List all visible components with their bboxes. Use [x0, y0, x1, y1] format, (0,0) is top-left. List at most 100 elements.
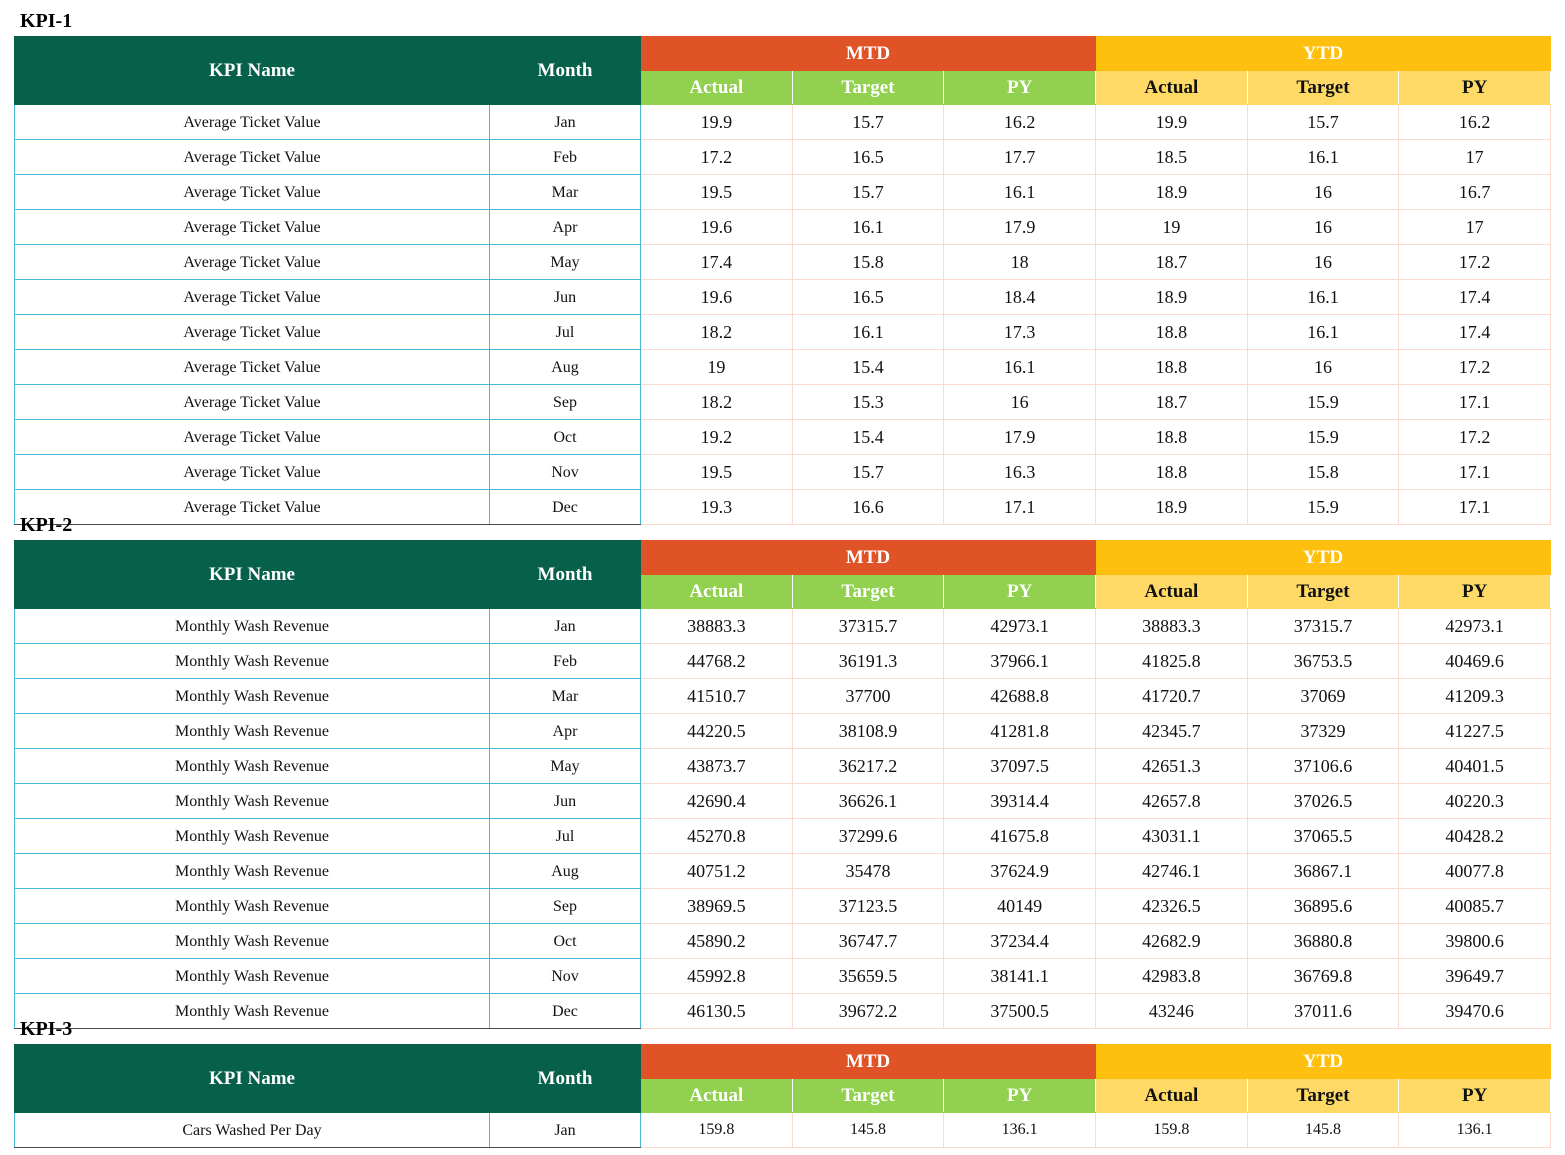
- kpi-name-cell: Monthly Wash Revenue: [14, 748, 490, 784]
- ytd-actual-cell: 18.8: [1095, 314, 1248, 350]
- ytd-py-cell: 40077.8: [1398, 853, 1551, 889]
- kpi-name-cell: Monthly Wash Revenue: [14, 818, 490, 854]
- ytd-py-cell: 17.4: [1398, 279, 1551, 315]
- mtd-target-cell: 16.5: [791, 139, 945, 175]
- ytd-py-cell: 16.7: [1398, 174, 1551, 210]
- ytd-target-cell: 37315.7: [1246, 608, 1400, 644]
- mtd-actual-cell: 43873.7: [640, 748, 793, 784]
- month-cell: Oct: [489, 419, 641, 455]
- month-header: Month: [489, 36, 641, 105]
- ytd-actual-cell: 38883.3: [1095, 608, 1248, 644]
- mtd-actual-header: Actual: [640, 70, 793, 105]
- mtd-actual-cell: 19.5: [640, 454, 793, 490]
- header-row-columns: Actual Target PY Actual Target PY: [15, 1078, 1551, 1113]
- mtd-target-cell: 16.6: [791, 489, 945, 525]
- month-cell: Mar: [489, 174, 641, 210]
- ytd-actual-header: Actual: [1095, 70, 1248, 105]
- kpi-name-cell: Monthly Wash Revenue: [14, 958, 490, 994]
- mtd-actual-cell: 41510.7: [640, 678, 793, 714]
- table-row: Monthly Wash Revenue Nov 45992.8 35659.5 381…: [14, 958, 1551, 994]
- kpi-table: KPI Name Month MTD YTD Actual Target PY Actual T…: [14, 36, 1551, 525]
- table-row: Monthly Wash Revenue Jun 42690.4 36626.1 393…: [14, 783, 1551, 819]
- ytd-target-cell: 37065.5: [1246, 818, 1400, 854]
- ytd-py-cell: 40085.7: [1398, 888, 1551, 924]
- month-cell: Apr: [489, 713, 641, 749]
- mtd-target-cell: 15.7: [791, 174, 945, 210]
- mtd-actual-cell: 38883.3: [640, 608, 793, 644]
- ytd-actual-header: Actual: [1095, 574, 1248, 609]
- mtd-py-cell: 37966.1: [943, 643, 1096, 679]
- mtd-actual-cell: 17.4: [640, 244, 793, 280]
- kpi-name-cell: Monthly Wash Revenue: [14, 993, 490, 1029]
- kpi-table: KPI Name Month MTD YTD Actual Target PY Actual T…: [14, 1044, 1551, 1148]
- ytd-target-cell: 16: [1246, 174, 1400, 210]
- mtd-target-cell: 35478: [791, 853, 945, 889]
- mtd-py-cell: 17.1: [943, 489, 1096, 525]
- ytd-target-cell: 37026.5: [1246, 783, 1400, 819]
- month-cell: Jan: [489, 104, 641, 140]
- month-header: Month: [489, 540, 641, 609]
- mtd-target-header: Target: [791, 1078, 945, 1113]
- mtd-py-cell: 16.1: [943, 349, 1096, 385]
- mtd-target-header: Target: [791, 70, 945, 105]
- month-cell: Mar: [489, 678, 641, 714]
- table-row: Average Ticket Value Sep 18.2 15.3 16 18.7 15.…: [14, 384, 1551, 420]
- ytd-actual-cell: 18.9: [1095, 279, 1248, 315]
- ytd-py-cell: 136.1: [1398, 1112, 1551, 1148]
- kpi-name-cell: Average Ticket Value: [14, 209, 490, 245]
- kpi-name-cell: Monthly Wash Revenue: [14, 678, 490, 714]
- ytd-actual-cell: 18.8: [1095, 349, 1248, 385]
- mtd-py-cell: 41675.8: [943, 818, 1096, 854]
- ytd-target-cell: 15.9: [1246, 384, 1400, 420]
- table-row: Average Ticket Value Oct 19.2 15.4 17.9 18.8 1…: [14, 419, 1551, 455]
- mtd-py-cell: 40149: [943, 888, 1096, 924]
- mtd-py-cell: 37097.5: [943, 748, 1096, 784]
- ytd-actual-header: Actual: [1095, 1078, 1248, 1113]
- header-row-columns: Actual Target PY Actual Target PY: [15, 70, 1551, 105]
- mtd-target-cell: 16.1: [791, 314, 945, 350]
- ytd-py-cell: 17: [1398, 209, 1551, 245]
- kpi-name-cell: Monthly Wash Revenue: [14, 783, 490, 819]
- ytd-actual-cell: 42326.5: [1095, 888, 1248, 924]
- mtd-py-cell: 16.3: [943, 454, 1096, 490]
- ytd-target-cell: 37011.6: [1246, 993, 1400, 1029]
- mtd-target-cell: 15.8: [791, 244, 945, 280]
- mtd-target-cell: 38108.9: [791, 713, 945, 749]
- ytd-target-cell: 15.9: [1246, 489, 1400, 525]
- table-row: Average Ticket Value Feb 17.2 16.5 17.7 18.5 1…: [14, 139, 1551, 175]
- kpi-section-title: KPI-1: [20, 10, 73, 32]
- mtd-actual-cell: 18.2: [640, 314, 793, 350]
- mtd-py-header: PY: [943, 574, 1096, 609]
- month-cell: Jul: [489, 818, 641, 854]
- mtd-actual-cell: 17.2: [640, 139, 793, 175]
- month-cell: Sep: [489, 384, 641, 420]
- kpi-name-cell: Monthly Wash Revenue: [14, 853, 490, 889]
- mtd-target-cell: 39672.2: [791, 993, 945, 1029]
- mtd-actual-cell: 44768.2: [640, 643, 793, 679]
- ytd-py-cell: 42973.1: [1398, 608, 1551, 644]
- table-row: Monthly Wash Revenue Dec 46130.5 39672.2 375…: [14, 993, 1551, 1029]
- header-row-groups: KPI Name Month MTD YTD: [14, 36, 1551, 105]
- mtd-py-cell: 37500.5: [943, 993, 1096, 1029]
- kpi-name-cell: Average Ticket Value: [14, 244, 490, 280]
- ytd-target-cell: 37329: [1246, 713, 1400, 749]
- ytd-actual-cell: 42682.9: [1095, 923, 1248, 959]
- mtd-actual-cell: 40751.2: [640, 853, 793, 889]
- mtd-target-cell: 15.4: [791, 349, 945, 385]
- month-cell: Dec: [489, 489, 641, 525]
- mtd-actual-cell: 19.9: [640, 104, 793, 140]
- mtd-actual-cell: 44220.5: [640, 713, 793, 749]
- kpi-name-header: KPI Name: [14, 36, 490, 105]
- ytd-actual-cell: 43031.1: [1095, 818, 1248, 854]
- ytd-py-cell: 40428.2: [1398, 818, 1551, 854]
- ytd-actual-cell: 18.5: [1095, 139, 1248, 175]
- kpi-name-cell: Average Ticket Value: [14, 384, 490, 420]
- table-row: Monthly Wash Revenue Jul 45270.8 37299.6 416…: [14, 818, 1551, 854]
- ytd-target-cell: 36753.5: [1246, 643, 1400, 679]
- mtd-actual-header: Actual: [640, 1078, 793, 1113]
- ytd-target-header: Target: [1246, 70, 1400, 105]
- ytd-target-cell: 145.8: [1246, 1112, 1400, 1148]
- table-row: Monthly Wash Revenue Jan 38883.3 37315.7 429…: [14, 608, 1551, 644]
- mtd-actual-cell: 19: [640, 349, 793, 385]
- table-row: Average Ticket Value Jun 19.6 16.5 18.4 18.9 1…: [14, 279, 1551, 315]
